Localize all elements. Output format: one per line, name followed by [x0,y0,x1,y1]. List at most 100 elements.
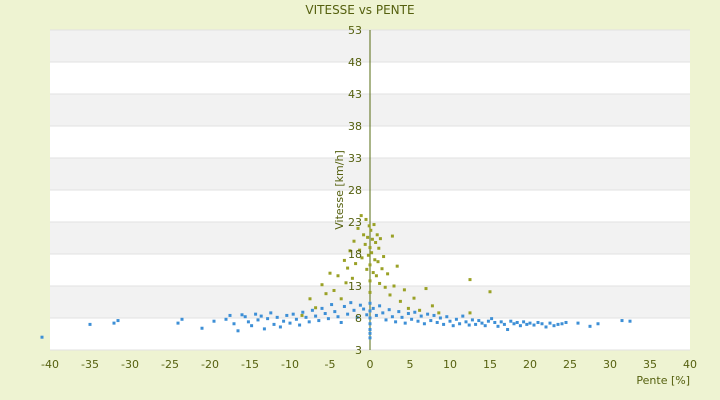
data-point [418,308,422,312]
data-point [116,319,120,323]
data-point [477,319,481,323]
data-point [336,274,340,278]
data-point [364,217,368,221]
x-tick-label: -30 [121,358,139,371]
data-point [403,321,407,325]
data-point [502,322,506,326]
data-point [228,313,232,317]
y-tick-label: 33 [348,152,362,165]
data-point [352,239,356,243]
y-tick-label: 18 [348,248,362,261]
data-point [314,306,318,310]
data-point [532,323,536,327]
x-tick-labels: -40 -35 -30 -25 -20 -15 -10 -5 0 5 10 15 20 25 30 35 40 [41,358,697,371]
x-tick-label: 25 [563,358,577,371]
data-point [354,262,358,266]
data-point [256,318,260,322]
data-point [200,326,204,330]
data-point [324,292,328,296]
data-point [333,310,337,314]
data-point [596,322,600,326]
data-point [509,319,513,323]
data-point [317,319,321,323]
x-tick-label: -40 [41,358,59,371]
data-point [304,315,308,319]
data-point [528,321,532,325]
data-point [269,311,273,315]
data-point [40,335,44,339]
data-point [461,314,465,318]
data-point [176,321,180,325]
data-point [474,322,478,326]
data-point [236,329,240,333]
data-point [368,331,372,335]
data-point [424,287,428,291]
data-point [314,314,318,318]
data-point [458,322,462,326]
data-point [363,242,367,246]
data-point [358,303,362,307]
data-point [362,233,366,237]
data-point [330,303,334,307]
x-tick-label: 15 [483,358,497,371]
y-tick-label: 28 [348,184,362,197]
data-point [224,317,228,321]
data-point [544,325,548,329]
data-point [515,320,519,324]
data-point [370,237,374,241]
x-tick-label: 20 [523,358,537,371]
data-point [556,322,560,326]
data-point [336,315,340,319]
data-point [390,234,394,238]
data-point [288,321,292,325]
data-point [438,316,442,320]
data-point [493,320,497,324]
data-point [272,322,276,326]
data-point [332,288,336,292]
data-point [380,267,384,271]
data-point [426,312,430,316]
data-point [375,233,379,237]
data-point [365,267,369,271]
data-point [112,321,116,325]
data-point [266,317,270,321]
data-point [483,324,487,328]
data-point [490,317,494,321]
data-point [374,313,378,317]
data-point [422,322,426,326]
data-point [522,320,526,324]
y-tick-label: 23 [348,216,362,229]
data-point [451,324,455,328]
data-point [374,240,378,244]
data-point [294,317,298,321]
data-point [323,312,327,316]
x-tick-label: 35 [643,358,657,371]
data-point [180,317,184,321]
x-tick-label: 30 [603,358,617,371]
data-point [480,321,484,325]
data-point [525,322,529,326]
data-point [240,313,244,317]
data-point [430,304,434,308]
data-point [552,324,556,328]
data-point [548,321,552,325]
data-point [386,272,390,276]
data-point [368,328,372,332]
data-point [358,248,362,252]
data-point [383,285,387,289]
data-point [369,228,373,232]
data-point [368,322,372,326]
y-tick-label: 48 [348,56,362,69]
y-tick-label: 8 [355,312,362,325]
data-point [413,310,417,314]
y-tick-label: 13 [348,280,362,293]
data-point [368,301,372,305]
data-point [359,214,363,218]
data-point [374,274,378,278]
data-point [367,224,371,228]
y-axis-label: Vitesse [km/h] [333,150,346,230]
data-point [467,323,471,327]
data-point [406,306,410,310]
